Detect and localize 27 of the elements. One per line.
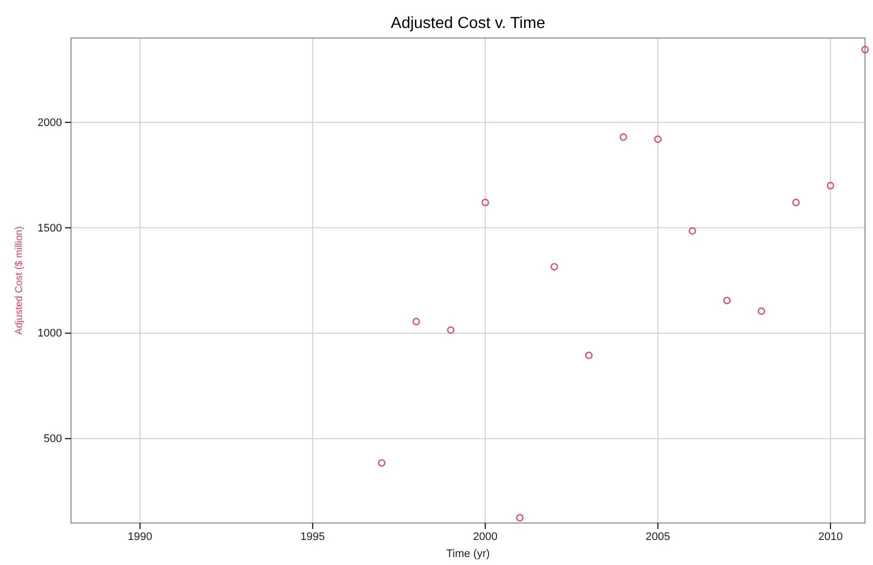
point <box>378 459 386 467</box>
x-tick-label: 1990 <box>128 530 152 543</box>
point <box>447 326 454 334</box>
x-axis-title: Time (yr) <box>446 548 490 560</box>
chart-title: Adjusted Cost v. Time <box>390 15 546 32</box>
y-tick-label: 1500 <box>38 222 62 234</box>
point <box>516 514 524 522</box>
y-tick-label: 2000 <box>38 116 62 129</box>
point <box>482 198 489 206</box>
point <box>412 318 420 326</box>
x-tick-label: 2010 <box>818 530 843 543</box>
point <box>826 182 834 190</box>
x-tick-label: 2005 <box>646 530 670 543</box>
point <box>861 46 869 54</box>
point <box>550 263 558 270</box>
y-axis-title: Adjusted Cost ($ million) <box>14 226 25 335</box>
point <box>688 227 696 235</box>
x-tick-label: 2000 <box>473 530 498 543</box>
point <box>585 352 593 360</box>
point <box>620 133 628 141</box>
point <box>758 307 766 315</box>
x-tick-label: 1995 <box>300 530 325 543</box>
point <box>792 198 800 206</box>
y-tick-label: 1000 <box>38 328 62 340</box>
point <box>723 296 731 304</box>
point <box>654 136 662 143</box>
y-tick-label: 500 <box>44 433 62 446</box>
